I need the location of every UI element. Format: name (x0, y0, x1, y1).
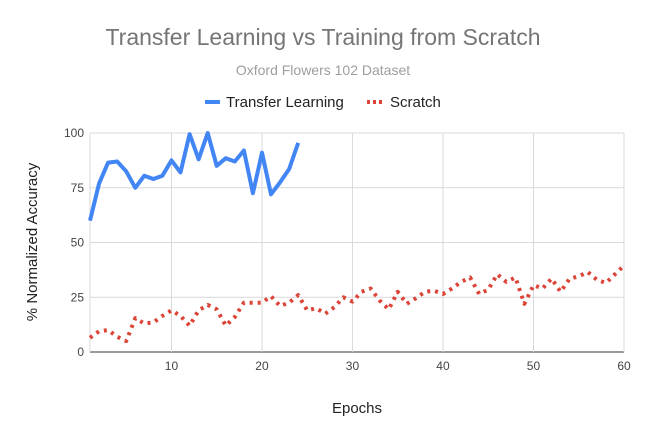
x-tick-label: 20 (255, 359, 269, 373)
x-axis-ticks: 10 20 30 40 50 60 (165, 359, 631, 373)
chart-subtitle: Oxford Flowers 102 Dataset (236, 62, 410, 78)
legend-label-transfer-learning: Transfer Learning (226, 94, 344, 111)
y-tick-label: 50 (71, 236, 85, 250)
series-line-scratch (88, 264, 626, 344)
x-tick-label: 60 (617, 359, 631, 373)
gridlines (89, 132, 625, 353)
chart-title: Transfer Learning vs Training from Scrat… (105, 24, 540, 50)
y-axis-label: % Normalized Accuracy (24, 162, 41, 321)
series-line-transfer-learning (88, 131, 301, 222)
x-tick-label: 10 (165, 359, 179, 373)
y-axis-ticks: 0 25 50 75 100 (64, 126, 84, 359)
legend: Transfer Learning Scratch (205, 94, 441, 111)
x-axis-label: Epochs (332, 400, 382, 417)
x-tick-label: 50 (527, 359, 541, 373)
y-tick-label: 100 (64, 126, 84, 140)
y-tick-label: 25 (71, 290, 85, 304)
y-tick-label: 0 (77, 345, 84, 359)
plot-series (88, 131, 626, 344)
x-tick-label: 40 (436, 359, 450, 373)
x-tick-label: 30 (346, 359, 360, 373)
y-tick-label: 75 (71, 181, 85, 195)
legend-label-scratch: Scratch (390, 94, 441, 111)
